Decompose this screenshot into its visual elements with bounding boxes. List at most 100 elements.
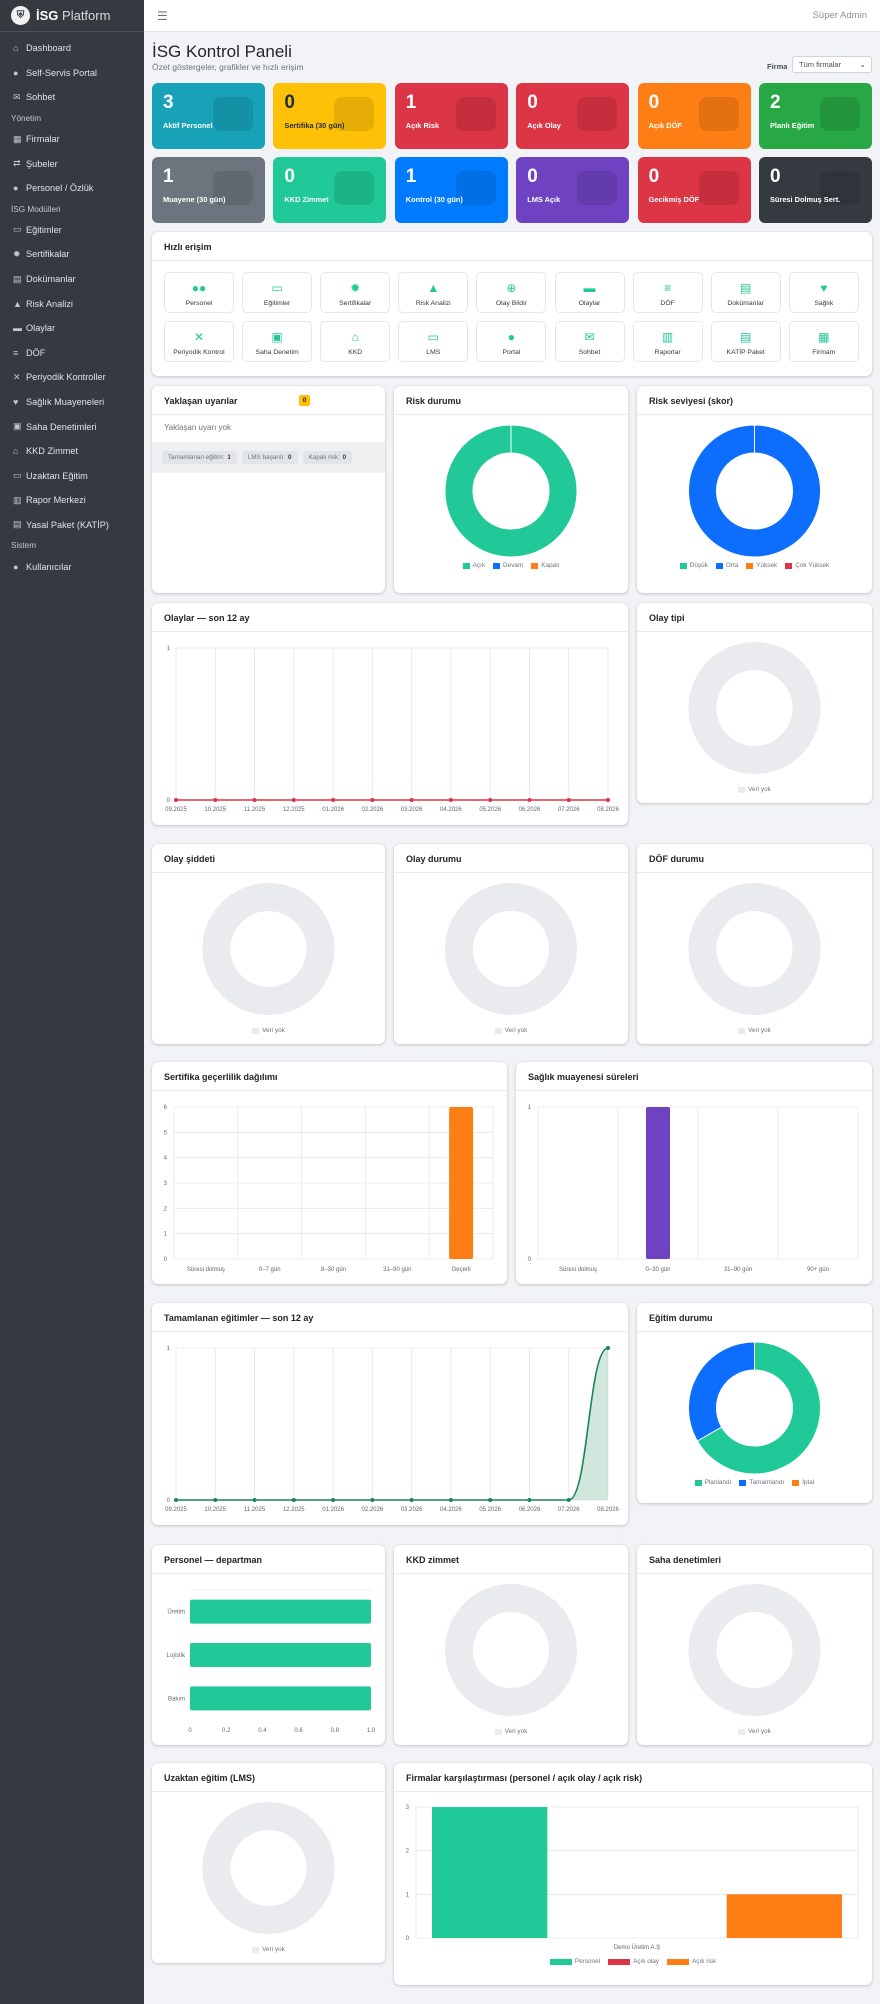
- sidebar-item-kkd-zimmet[interactable]: ⌂ KKD Zimmet: [0, 439, 144, 464]
- sidebar-item-saha-denetimleri[interactable]: ▣ Saha Denetimleri: [0, 414, 144, 439]
- kpi-value: 1: [163, 166, 174, 187]
- line-chart: 0 1 09.2025 10.2025 11.2025 12.2025 01.2026 02.…: [165, 646, 619, 813]
- sidebar-item-yasal-paket-katip[interactable]: ▤ Yasal Paket (KATİP): [0, 513, 144, 538]
- sidebar-item-subeler[interactable]: ⇄ Şubeler: [0, 151, 144, 176]
- empty-label: Veri yok: [748, 786, 771, 793]
- quick-portal[interactable]: ● Portal: [476, 321, 547, 362]
- legend-item[interactable]: Tamamlandı: [739, 1479, 784, 1486]
- legend-item[interactable]: Açık risk: [667, 1958, 716, 1965]
- sidebar-item-uzaktan-egitim[interactable]: ▭ Uzaktan Eğitim: [0, 464, 144, 489]
- quick-lms[interactable]: ▭ LMS: [398, 321, 469, 362]
- quick-dof[interactable]: ≡ DÖF: [632, 272, 703, 313]
- kpi-acik-risk[interactable]: 1 Açık Risk: [394, 83, 508, 149]
- bar-chart: 0 1 Süresi dolmuş 0–30 gün 31–90 gün 90+ gün: [528, 1105, 859, 1273]
- chart-title: Olay şiddeti: [164, 854, 216, 864]
- chart-legend: Açık Devam Kapalı: [394, 562, 628, 569]
- sidebar-item-dashboard[interactable]: ⌂ Dashboard: [0, 36, 144, 61]
- sidebar-item-sohbet[interactable]: ✉ Sohbet: [0, 85, 144, 110]
- sidebar-item-olaylar[interactable]: ▬ Olaylar: [0, 316, 144, 341]
- chart-title: Olaylar — son 12 ay: [164, 613, 250, 623]
- chart-title: Eğitim durumu: [649, 1313, 713, 1323]
- legend-item[interactable]: Açık olay: [608, 1958, 659, 1965]
- chart-title: Risk durumu: [406, 396, 462, 406]
- area-fill: [176, 1348, 608, 1500]
- legend-item[interactable]: Devam: [493, 562, 523, 569]
- kpi-planli-egitim[interactable]: 2 Planlı Eğitim: [759, 83, 872, 149]
- sidebar-item-label: DÖF: [26, 347, 46, 358]
- chip-value: 0: [287, 454, 292, 461]
- quick-katip-paket[interactable]: ▤ KATİP Paket: [710, 321, 781, 362]
- quick-risk-analizi[interactable]: ▲ Risk Analizi: [398, 272, 469, 313]
- sidebar-item-kullanicilar[interactable]: ● Kullanıcılar: [0, 554, 144, 579]
- legend-item[interactable]: Planlandı: [694, 1479, 731, 1486]
- quick-periyodik-kontrol[interactable]: ✕ Periyodik Kontrol: [164, 321, 234, 362]
- kpi-sertifika-30-gun[interactable]: 0 Sertifika (30 gün): [273, 83, 387, 149]
- bar-0-30-gun: [646, 1107, 670, 1259]
- kpi-gecikmis-dof[interactable]: 0 Gecikmiş DÖF: [637, 157, 751, 223]
- brand[interactable]: ⛨ İSG Platform: [0, 0, 144, 32]
- data-point-08.2026: [606, 798, 610, 802]
- kpi-background-icon: [334, 97, 375, 131]
- legend-item[interactable]: Personel: [549, 1958, 600, 1965]
- legend-item[interactable]: Kapalı: [531, 562, 559, 569]
- kpi-suresi-dolmus-sert[interactable]: 0 Süresi Dolmuş Sert.: [759, 157, 872, 223]
- sidebar-item-self-servis-portal[interactable]: ● Self-Servis Portal: [0, 61, 144, 86]
- sidebar-item-risk-analizi[interactable]: ▲ Risk Analizi: [0, 291, 144, 316]
- legend-item[interactable]: Düşük: [679, 562, 708, 569]
- quick-dokumanlar[interactable]: ▤ Dokümanlar: [710, 272, 781, 313]
- card-risk-seviye: Risk seviyesi (skor) Düşük Orta Yüksek Çok Y…: [637, 386, 872, 593]
- subeler-icon: ⇄: [13, 158, 21, 169]
- x-tick-label: Demo Üretim A.Ş: [614, 1944, 660, 1951]
- data-point-07.2026: [566, 1498, 571, 1502]
- kpi-acik-olay[interactable]: 0 Açık Olay: [516, 83, 630, 149]
- horizontal-bar-chart: 0 0.2 0.4 0.6 0.8 1.0 Üretim Lojistik Bakım: [167, 1589, 376, 1734]
- kpi-acik-dof[interactable]: 0 Açık DÖF: [637, 83, 751, 149]
- sidebar-item-label: Yasal Paket (KATİP): [26, 519, 109, 530]
- quick-egitimler[interactable]: ▭ Eğitimler: [242, 272, 313, 313]
- x-tick-label: 90+ gün: [807, 1267, 829, 1273]
- quick-olaylar[interactable]: ▬ Olaylar: [554, 272, 625, 313]
- brand-name: İSG Platform: [36, 8, 111, 23]
- sidebar-item-rapor-merkezi[interactable]: ▥ Rapor Merkezi: [0, 488, 144, 513]
- dokumanlar-icon: ▤: [13, 273, 22, 284]
- data-point-03.2026: [409, 1498, 414, 1502]
- sidebar-item-dokumanlar[interactable]: ▤ Dokümanlar: [0, 267, 144, 292]
- menu-toggle-icon[interactable]: ☰: [157, 9, 168, 23]
- user-menu[interactable]: Süper Admin: [812, 10, 867, 21]
- quick-raporlar[interactable]: ▥ Raporlar: [632, 321, 703, 362]
- quick-kkd[interactable]: ⌂ KKD: [320, 321, 391, 362]
- quick-sohbet[interactable]: ✉ Sohbet: [554, 321, 625, 362]
- bar-uretim: [190, 1599, 371, 1624]
- legend-item[interactable]: Açık: [462, 562, 485, 569]
- legend-item[interactable]: İptal: [792, 1479, 814, 1486]
- data-point-02.2026: [370, 1498, 375, 1502]
- legend-item[interactable]: Çok Yüksek: [785, 562, 829, 569]
- firma-select[interactable]: Tüm firmalar ⌄: [792, 56, 872, 73]
- data-point-01.2026: [331, 798, 336, 802]
- legend-item[interactable]: Yüksek: [746, 562, 777, 569]
- sidebar-item-dof[interactable]: ≡ DÖF: [0, 341, 144, 366]
- quick-sertifikalar[interactable]: ✹ Sertifikalar: [320, 272, 391, 313]
- quick-olay-bildir[interactable]: ⊕ Olay Bildir: [476, 272, 547, 313]
- legend-item[interactable]: Orta: [715, 562, 738, 569]
- legend-label: Çok Yüksek: [795, 562, 830, 569]
- sidebar-item-saglik-muayeneleri[interactable]: ♥ Sağlık Muayeneleri: [0, 390, 144, 415]
- quick-saha-denetim[interactable]: ▣ Saha Denetim: [242, 321, 313, 362]
- sidebar-item-egitimler[interactable]: ▭ Eğitimler: [0, 218, 144, 243]
- sidebar-item-firmalar[interactable]: ▦ Firmalar: [0, 127, 144, 152]
- quick-saglik[interactable]: ♥ Sağlık: [788, 272, 859, 313]
- kpi-lms-acik[interactable]: 0 LMS Açık: [516, 157, 630, 223]
- sidebar-item-personel-ozluk[interactable]: ● Personel / Özlük: [0, 176, 144, 201]
- quick-personel[interactable]: ●● Personel: [164, 272, 234, 313]
- kpi-muayene-30-gun[interactable]: 1 Muayene (30 gün): [152, 157, 265, 223]
- quick-firmam[interactable]: ▦ Firmam: [788, 321, 859, 362]
- sidebar-item-periyodik-kontroller[interactable]: ✕ Periyodik Kontroller: [0, 365, 144, 390]
- y-tick: 4: [164, 1156, 168, 1162]
- sidebar-item-sertifikalar[interactable]: ✹ Sertifikalar: [0, 242, 144, 267]
- kpi-kkd-zimmet[interactable]: 0 KKD Zimmet: [273, 157, 387, 223]
- kpi-kontrol-30-gun[interactable]: 1 Kontrol (30 gün): [394, 157, 508, 223]
- card-egitimler: Tamamlanan eğitimler — son 12 ay 0 1 09.202…: [152, 1303, 628, 1525]
- kpi-label: Planlı Eğitim: [770, 121, 815, 130]
- kpi-aktif-personel[interactable]: 3 Aktif Personel: [152, 83, 265, 149]
- x-tick-label: 08.2026: [597, 1507, 619, 1513]
